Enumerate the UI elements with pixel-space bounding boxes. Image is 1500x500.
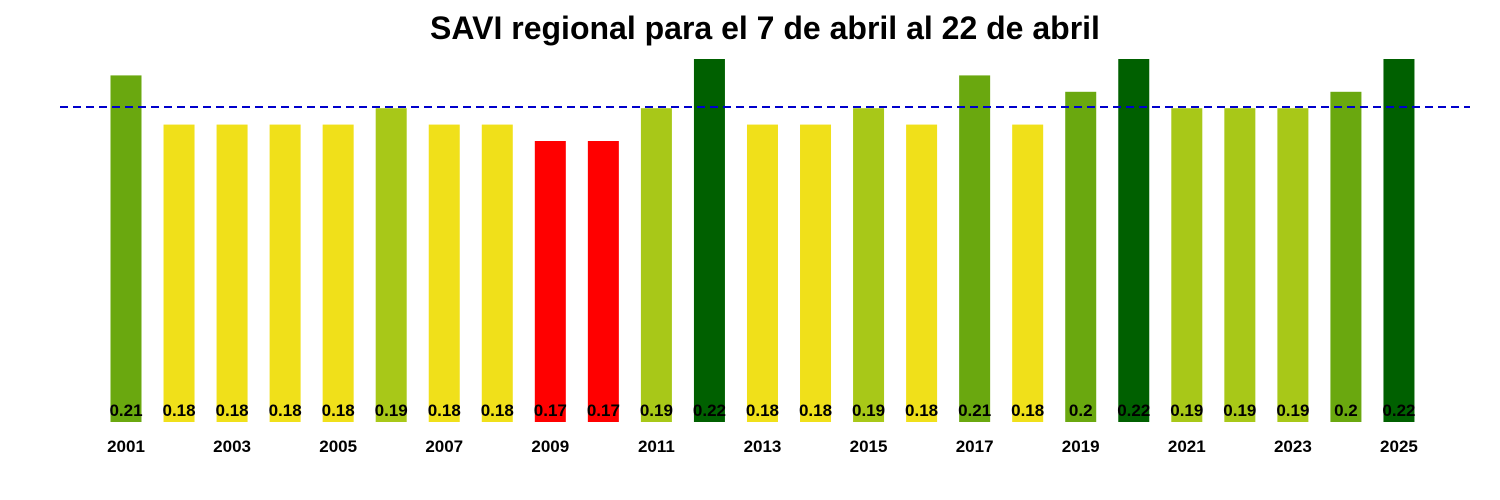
x-tick-label-2017: 2017 bbox=[956, 437, 994, 456]
bar-2013 bbox=[746, 124, 778, 422]
value-label-2015: 0.19 bbox=[852, 401, 885, 420]
value-label-2019: 0.2 bbox=[1069, 401, 1093, 420]
bar-2003 bbox=[216, 124, 248, 422]
value-label-2001: 0.21 bbox=[109, 401, 142, 420]
value-label-2012: 0.22 bbox=[693, 401, 726, 420]
bar-2017 bbox=[959, 75, 991, 423]
bar-2010 bbox=[587, 141, 619, 422]
value-label-2013: 0.18 bbox=[746, 401, 779, 420]
bar-2002 bbox=[163, 124, 195, 422]
value-label-2009: 0.17 bbox=[534, 401, 567, 420]
bar-2005 bbox=[322, 124, 354, 422]
bar-2016 bbox=[906, 124, 938, 422]
value-label-2016: 0.18 bbox=[905, 401, 938, 420]
bar-2018 bbox=[1012, 124, 1044, 422]
value-label-2025: 0.22 bbox=[1382, 401, 1415, 420]
x-tick-label-2019: 2019 bbox=[1062, 437, 1100, 456]
bar-2009 bbox=[534, 141, 566, 422]
value-label-2023: 0.19 bbox=[1276, 401, 1309, 420]
value-label-2024: 0.2 bbox=[1334, 401, 1358, 420]
value-label-2002: 0.18 bbox=[162, 401, 195, 420]
value-label-2022: 0.19 bbox=[1223, 401, 1256, 420]
bar-2022 bbox=[1224, 108, 1256, 422]
value-label-2007: 0.18 bbox=[428, 401, 461, 420]
x-tick-label-2007: 2007 bbox=[425, 437, 463, 456]
x-tick-label-2009: 2009 bbox=[531, 437, 569, 456]
value-label-2014: 0.18 bbox=[799, 401, 832, 420]
value-label-2010: 0.17 bbox=[587, 401, 620, 420]
chart-title: SAVI regional para el 7 de abril al 22 d… bbox=[430, 10, 1100, 46]
bar-2025 bbox=[1383, 59, 1415, 422]
bar-2006 bbox=[375, 108, 407, 422]
bar-2008 bbox=[481, 124, 513, 422]
value-label-2005: 0.18 bbox=[322, 401, 355, 420]
bar-2014 bbox=[800, 124, 832, 422]
value-label-2008: 0.18 bbox=[481, 401, 514, 420]
bar-2019 bbox=[1065, 91, 1097, 423]
x-tick-label-2025: 2025 bbox=[1380, 437, 1418, 456]
x-tick-label-2011: 2011 bbox=[638, 437, 675, 456]
bar-2015 bbox=[853, 108, 885, 422]
value-label-2018: 0.18 bbox=[1011, 401, 1044, 420]
x-tick-label-2003: 2003 bbox=[213, 437, 251, 456]
bar-2021 bbox=[1171, 108, 1203, 422]
value-label-2006: 0.19 bbox=[375, 401, 408, 420]
value-label-2017: 0.21 bbox=[958, 401, 991, 420]
x-tick-label-2001: 2001 bbox=[107, 437, 145, 456]
bar-2001 bbox=[110, 75, 142, 423]
value-label-2021: 0.19 bbox=[1170, 401, 1203, 420]
bar-2007 bbox=[428, 124, 460, 422]
bar-2012 bbox=[693, 59, 725, 422]
x-tick-label-2023: 2023 bbox=[1274, 437, 1312, 456]
value-label-2003: 0.18 bbox=[216, 401, 249, 420]
bar-2011 bbox=[640, 108, 672, 422]
bar-2020 bbox=[1118, 59, 1150, 422]
value-label-2004: 0.18 bbox=[269, 401, 302, 420]
x-tick-label-2021: 2021 bbox=[1168, 437, 1206, 456]
x-tick-label-2013: 2013 bbox=[744, 437, 782, 456]
bar-2024 bbox=[1330, 91, 1362, 423]
bar-2004 bbox=[269, 124, 301, 422]
value-label-2011: 0.19 bbox=[640, 401, 673, 420]
x-tick-label-2015: 2015 bbox=[850, 437, 888, 456]
bar-2023 bbox=[1277, 108, 1309, 422]
value-label-2020: 0.22 bbox=[1117, 401, 1150, 420]
x-tick-label-2005: 2005 bbox=[319, 437, 357, 456]
